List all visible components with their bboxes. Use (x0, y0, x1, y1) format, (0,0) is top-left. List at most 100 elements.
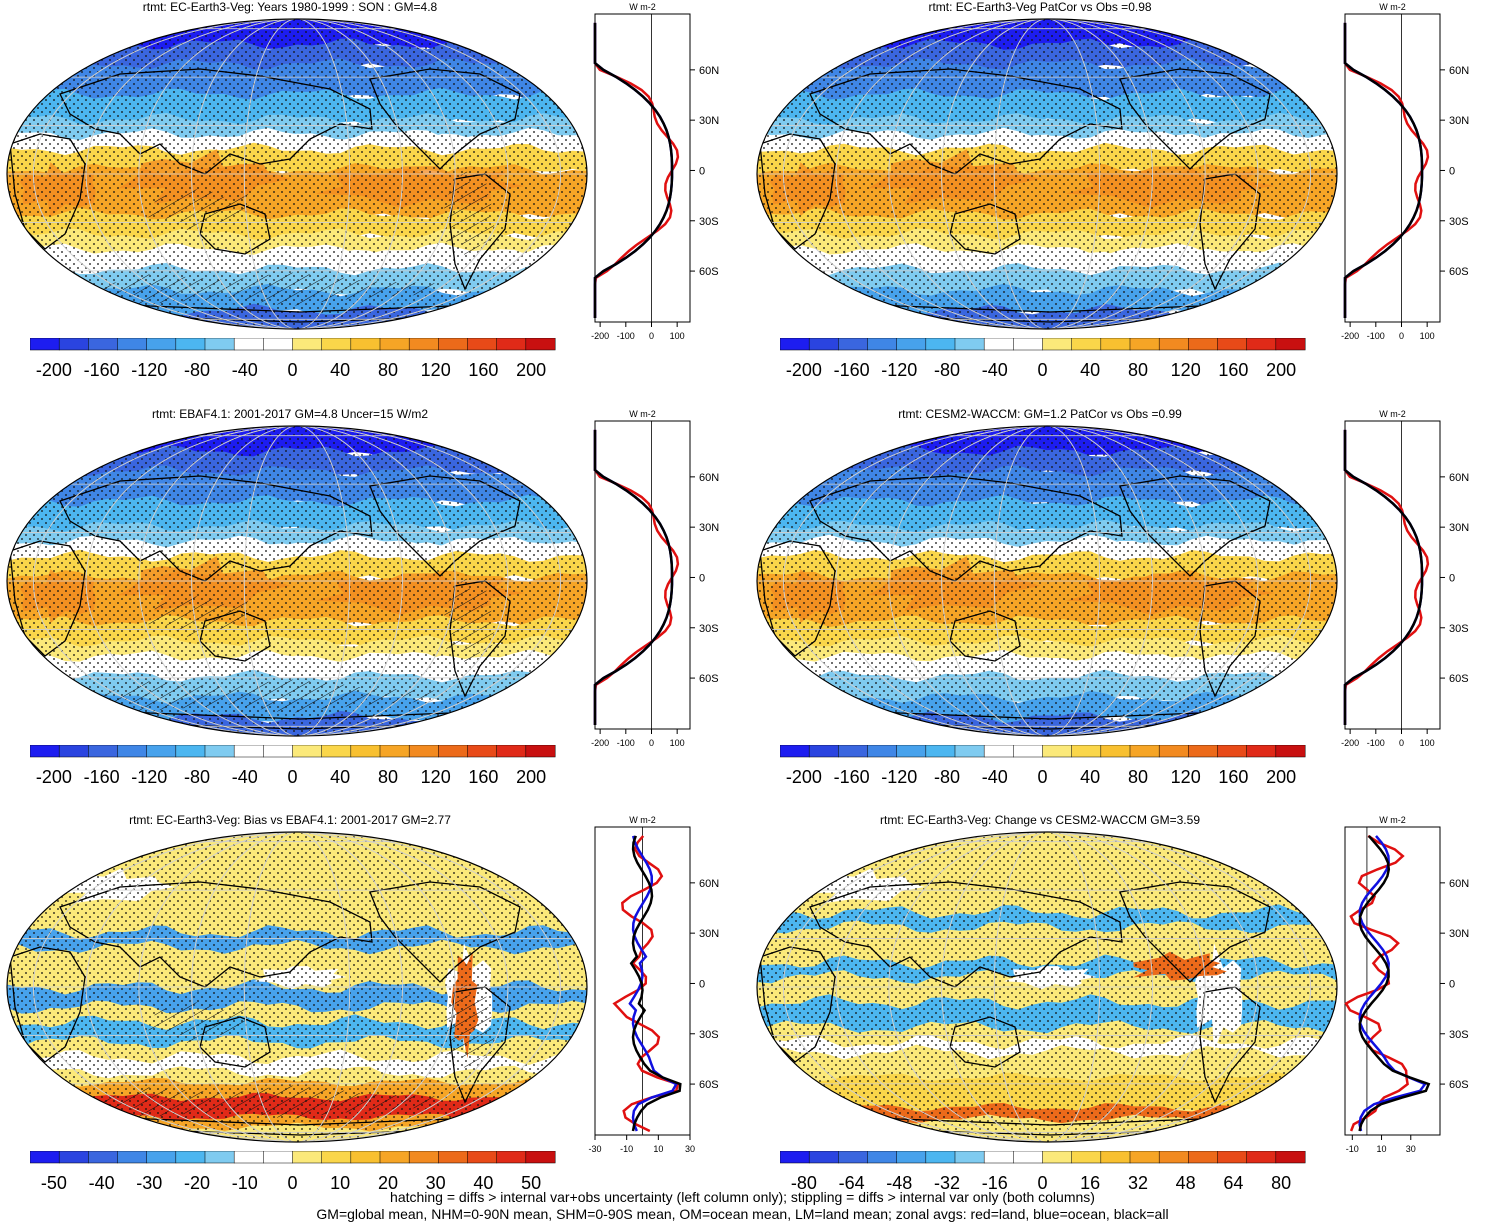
colorbar-swatch (58, 338, 89, 351)
colorbar-swatch (1100, 1151, 1131, 1164)
zonal-value-tick-label: 100 (670, 331, 685, 341)
zonal-average-plot: W m-2 60N 30N 0 30S 60S -200 -100 0 100 (1341, 2, 1469, 341)
colorbar-tick-label: -120 (881, 360, 917, 380)
colorbar-swatch (925, 1151, 956, 1164)
colorbar: -200 -160 -120 -80 -40 0 40 80 120 160 200 (780, 338, 1306, 380)
zonal-value-tick-label: 100 (670, 738, 685, 748)
world-map (756, 831, 1338, 1143)
colorbar-swatch (292, 338, 323, 351)
zonal-lat-tick-label: 60S (699, 1079, 719, 1091)
colorbar-swatch (204, 1151, 235, 1164)
zonal-value-tick-label: 10 (653, 1144, 663, 1154)
colorbar-swatch (1246, 745, 1277, 758)
colorbar-swatch (379, 338, 410, 351)
colorbar-tick-label: -80 (184, 360, 210, 380)
zonal-lat-tick-label: 60S (1449, 1079, 1469, 1091)
colorbar-tick-label: -16 (982, 1173, 1008, 1193)
colorbar-swatch (525, 338, 556, 351)
zonal-lat-tick-label: 30N (699, 928, 719, 940)
colorbar-swatch (379, 745, 410, 758)
colorbar-swatch (1042, 338, 1073, 351)
zonal-all-curve (1343, 429, 1424, 725)
colorbar-swatch (175, 338, 206, 351)
colorbar-tick-label: 80 (378, 360, 398, 380)
zonal-lat-tick-label: 0 (1449, 978, 1455, 990)
continent-south-america-outline (449, 580, 511, 698)
colorbar-tick-label: 200 (1266, 360, 1296, 380)
colorbar-tick-label: 0 (287, 767, 297, 787)
zonal-value-tick-label: 0 (649, 331, 654, 341)
colorbar-swatch (983, 338, 1014, 351)
colorbar-tick-label: 120 (1171, 360, 1201, 380)
continent-north-america-outline (1119, 475, 1271, 577)
footer-note-legend: GM=global mean, NHM=0-90N mean, SHM=0-90… (316, 1206, 1169, 1222)
zonal-lat-tick-label: 30N (699, 522, 719, 534)
zonal-value-tick-label: 100 (1420, 331, 1435, 341)
zonal-ocean-curve (1358, 835, 1427, 1132)
colorbar-swatch (780, 1151, 810, 1164)
colorbar-swatch (896, 1151, 927, 1164)
colorbar-swatch (88, 745, 118, 758)
panel-title: rtmt: EC-Earth3-Veg PatCor vs Obs =0.98 (928, 0, 1152, 14)
zonal-unit-label: W m-2 (1379, 815, 1406, 825)
colorbar-tick-label: 0 (1037, 1173, 1047, 1193)
zonal-value-tick-label: -10 (1346, 1144, 1359, 1154)
colorbar-swatch (117, 745, 148, 758)
zonal-ocean-curve (593, 429, 674, 725)
continent-asia-outline (59, 68, 373, 175)
zonal-average-plot: W m-2 60N 30N 0 30S 60S -10 10 30 (1344, 815, 1469, 1154)
zonal-lat-tick-label: 60N (699, 472, 719, 484)
map-border (6, 831, 588, 1143)
colorbar-swatch (146, 1151, 177, 1164)
colorbar-tick-label: 120 (421, 360, 451, 380)
zonal-lat-tick-label: 30S (1449, 216, 1469, 228)
colorbar-swatch (146, 338, 177, 351)
continent-australia-outline (199, 610, 271, 662)
map-graticule (7, 19, 587, 329)
continent-australia-outline (199, 203, 271, 255)
colorbar-swatch (30, 338, 60, 351)
colorbar-tick-label: 30 (426, 1173, 446, 1193)
colorbar-swatch (30, 745, 60, 758)
zonal-lat-tick-label: 30N (1449, 522, 1469, 534)
colorbar-swatch (175, 1151, 206, 1164)
continent-africa-outline (759, 946, 836, 1063)
continent-greenland-outline (519, 854, 576, 898)
colorbar-tick-label: 80 (378, 767, 398, 787)
continent-south-america-outline (1199, 173, 1261, 291)
colorbar-swatch (438, 1151, 468, 1164)
zonal-frame (1344, 826, 1441, 1136)
continent-north-america-outline (369, 475, 521, 577)
colorbar-swatch (1158, 745, 1189, 758)
colorbar-swatch (1013, 338, 1043, 351)
continent-south-america-outline (1199, 986, 1261, 1104)
map-hatching (142, 596, 259, 638)
colorbar-tick-label: 40 (330, 360, 350, 380)
map-hatching (46, 1085, 444, 1120)
colorbar-swatch (292, 1151, 323, 1164)
zonal-lat-tick-label: 30S (1449, 623, 1469, 635)
panel-title: rtmt: CESM2-WACCM: GM=1.2 PatCor vs Obs … (898, 407, 1182, 421)
colorbar-tick-label: -30 (136, 1173, 162, 1193)
colorbar-swatch (954, 1151, 985, 1164)
panel-title: rtmt: EC-Earth3-Veg: Change vs CESM2-WAC… (880, 813, 1200, 827)
colorbar-tick-label: -200 (36, 767, 72, 787)
colorbar-swatch (321, 338, 352, 351)
colorbar-swatch (438, 338, 468, 351)
map-panel: rtmt: EBAF4.1: 2001-2017 GM=4.8 Uncer=15… (0, 407, 740, 807)
zonal-lat-tick-label: 0 (1449, 572, 1455, 584)
zonal-value-tick-label: -100 (1367, 738, 1385, 748)
continent-asia-outline (809, 68, 1123, 175)
colorbar-tick-label: -48 (886, 1173, 912, 1193)
zonal-lat-tick-label: 0 (699, 165, 705, 177)
colorbar-swatch (780, 745, 810, 758)
colorbar-swatch (838, 1151, 868, 1164)
zonal-lat-tick-label: 60N (1449, 472, 1469, 484)
colorbar-swatch (525, 1151, 556, 1164)
zonal-value-tick-label: -30 (588, 1144, 601, 1154)
colorbar-swatch (1217, 1151, 1248, 1164)
zonal-value-tick-label: -200 (1341, 738, 1359, 748)
zonal-value-tick-label: -10 (620, 1144, 633, 1154)
colorbar-swatch (983, 745, 1014, 758)
colorbar-tick-label: -10 (232, 1173, 258, 1193)
